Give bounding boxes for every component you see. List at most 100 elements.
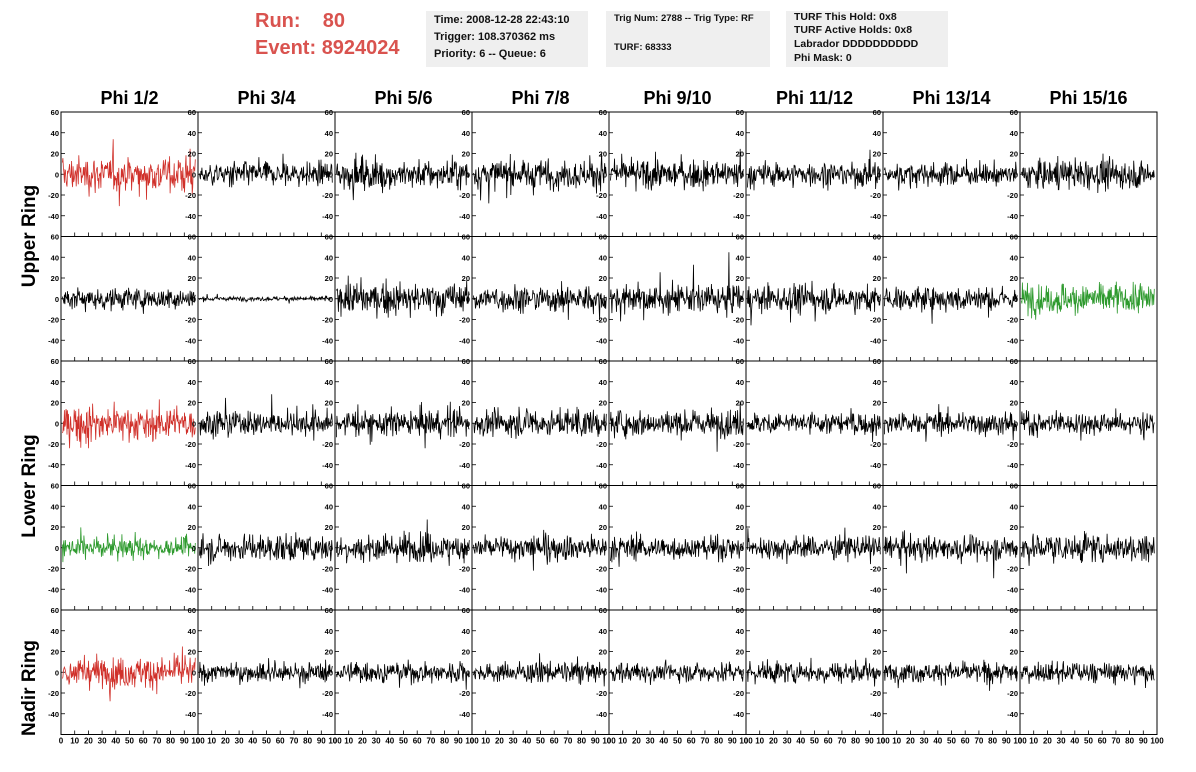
y-tick-label: 20 [1010, 523, 1018, 532]
y-tick-label: 20 [736, 523, 744, 532]
y-tick-label: 60 [736, 233, 744, 242]
y-tick-label: 20 [51, 523, 59, 532]
y-tick-label: 20 [325, 648, 333, 657]
y-tick-label: 40 [1010, 627, 1018, 636]
x-tick-label: 30 [783, 737, 792, 746]
waveform-trace [62, 646, 196, 702]
y-tick-label: 40 [462, 502, 470, 511]
x-tick-label: 80 [988, 737, 997, 746]
y-tick-label: -20 [596, 689, 607, 698]
y-tick-label: 20 [1010, 274, 1018, 283]
y-tick-label: 0 [192, 668, 196, 677]
x-tick-label: 0 [1018, 737, 1023, 746]
y-tick-label: -40 [733, 710, 744, 719]
x-tick-label: 60 [824, 737, 833, 746]
y-tick-label: 60 [873, 606, 881, 615]
x-tick-label: 0 [59, 737, 64, 746]
y-tick-label: 60 [736, 606, 744, 615]
waveform-trace [610, 402, 744, 452]
event-label: Event: [255, 37, 317, 59]
x-tick-label: 90 [728, 737, 737, 746]
y-tick-label: -40 [870, 585, 881, 594]
y-tick-label: -40 [48, 461, 59, 470]
y-tick-label: -20 [459, 689, 470, 698]
y-tick-label: -20 [733, 191, 744, 200]
y-tick-label: 40 [188, 502, 196, 511]
y-tick-label: 60 [462, 606, 470, 615]
y-tick-label: -40 [185, 585, 196, 594]
y-tick-label: -40 [322, 212, 333, 221]
y-tick-label: -20 [596, 316, 607, 325]
x-tick-label: 0 [470, 737, 475, 746]
x-tick-label: 60 [139, 737, 148, 746]
y-tick-label: 60 [736, 482, 744, 491]
y-tick-label: -20 [596, 440, 607, 449]
waveform-trace [1021, 408, 1155, 441]
y-tick-label: -40 [733, 461, 744, 470]
y-tick-label: -40 [733, 336, 744, 345]
y-tick-label: 0 [329, 668, 333, 677]
waveform-trace [610, 148, 744, 192]
waveform-trace [747, 657, 881, 687]
y-tick-label: 40 [325, 502, 333, 511]
y-tick-label: 20 [462, 648, 470, 657]
y-tick-label: 40 [736, 627, 744, 636]
y-tick-label: -40 [1007, 585, 1018, 594]
x-tick-label: 20 [906, 737, 915, 746]
x-tick-label: 50 [1084, 737, 1093, 746]
y-tick-label: 0 [329, 419, 333, 428]
x-tick-label: 20 [632, 737, 641, 746]
y-tick-label: 20 [462, 399, 470, 408]
y-tick-label: -20 [733, 440, 744, 449]
y-tick-label: 20 [325, 150, 333, 159]
waveform-trace [884, 158, 1018, 191]
y-tick-label: 40 [599, 627, 607, 636]
y-tick-label: -40 [870, 212, 881, 221]
y-tick-label: 20 [188, 274, 196, 283]
waveform-trace [336, 659, 470, 690]
y-tick-label: 40 [51, 627, 59, 636]
y-tick-label: 40 [462, 253, 470, 262]
waveform-trace [747, 280, 881, 326]
y-tick-label: 60 [188, 482, 196, 491]
waveform-trace [62, 139, 196, 207]
y-tick-label: 60 [462, 482, 470, 491]
x-tick-label: 70 [289, 737, 298, 746]
x-tick-label: 60 [550, 737, 559, 746]
x-tick-label: 90 [865, 737, 874, 746]
x-tick-label: 90 [591, 737, 600, 746]
y-tick-label: 0 [603, 544, 607, 553]
waveform-trace [473, 653, 607, 687]
y-tick-label: 20 [325, 274, 333, 283]
y-tick-label: 0 [55, 668, 59, 677]
y-tick-label: 20 [873, 274, 881, 283]
waveform-trace [747, 408, 881, 443]
run-value: 80 [322, 10, 346, 32]
y-tick-label: -40 [48, 710, 59, 719]
y-tick-label: 20 [599, 274, 607, 283]
waveform-trace [884, 285, 1018, 324]
y-tick-label: 0 [603, 668, 607, 677]
y-tick-label: 40 [462, 627, 470, 636]
y-tick-label: 40 [1010, 378, 1018, 387]
y-tick-label: -40 [185, 710, 196, 719]
x-tick-label: 70 [152, 737, 161, 746]
y-tick-label: 40 [736, 378, 744, 387]
waveform-trace [473, 153, 607, 204]
y-tick-label: 40 [736, 129, 744, 138]
x-tick-label: 0 [744, 737, 749, 746]
y-tick-label: -20 [870, 689, 881, 698]
x-tick-label: 90 [454, 737, 463, 746]
y-tick-label: -40 [459, 710, 470, 719]
y-tick-label: 0 [1014, 170, 1018, 179]
y-tick-label: 60 [599, 233, 607, 242]
y-tick-label: 60 [599, 108, 607, 117]
y-tick-label: -40 [322, 461, 333, 470]
y-tick-label: 60 [325, 482, 333, 491]
x-tick-label: 40 [111, 737, 120, 746]
y-tick-label: 20 [188, 399, 196, 408]
x-tick-label: 90 [1139, 737, 1148, 746]
x-tick-label: 90 [180, 737, 189, 746]
x-tick-label: 30 [920, 737, 929, 746]
y-tick-label: -40 [596, 461, 607, 470]
